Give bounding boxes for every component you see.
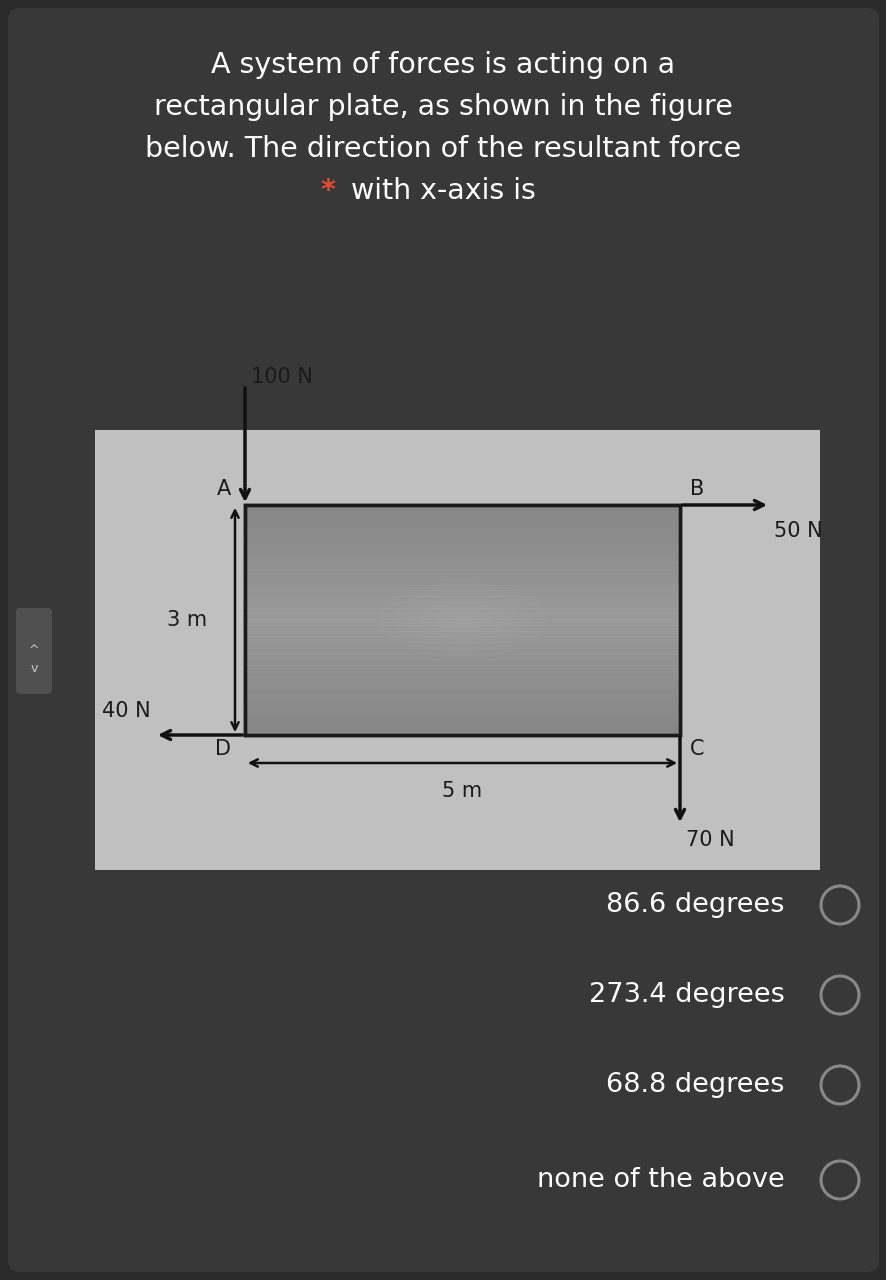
Text: A system of forces is acting on a: A system of forces is acting on a: [211, 51, 674, 79]
Bar: [245, 506, 680, 735]
Text: D: D: [214, 739, 230, 759]
Bar: [245, 699, 679, 707]
Bar: [245, 590, 679, 596]
Text: ^: ^: [28, 645, 39, 658]
Bar: [245, 504, 679, 511]
Bar: [245, 506, 680, 735]
Text: 273.4 degrees: 273.4 degrees: [588, 982, 784, 1009]
Text: with x-axis is: with x-axis is: [350, 177, 535, 205]
Text: below. The direction of the resultant force: below. The direction of the resultant fo…: [144, 134, 741, 163]
Bar: [245, 556, 679, 562]
Text: 5 m: 5 m: [442, 781, 482, 801]
Bar: [245, 722, 679, 730]
Bar: [245, 705, 679, 712]
Bar: [245, 550, 679, 557]
Bar: [245, 625, 679, 631]
Bar: [245, 631, 679, 637]
Bar: [245, 613, 679, 620]
Bar: [245, 532, 679, 539]
Text: 70 N: 70 N: [685, 829, 734, 850]
Text: 68.8 degrees: 68.8 degrees: [606, 1073, 784, 1098]
Text: rectangular plate, as shown in the figure: rectangular plate, as shown in the figur…: [153, 93, 732, 122]
Text: 3 m: 3 m: [167, 611, 206, 630]
Bar: [245, 671, 679, 677]
Text: A: A: [216, 479, 230, 499]
Text: 100 N: 100 N: [251, 367, 313, 387]
Bar: [245, 728, 679, 735]
Text: v: v: [30, 663, 37, 676]
Bar: [245, 654, 679, 660]
Bar: [245, 694, 679, 700]
Bar: [245, 677, 679, 684]
Bar: [245, 544, 679, 550]
Bar: [245, 717, 679, 723]
Bar: [245, 562, 679, 568]
Bar: [245, 689, 679, 695]
Text: B: B: [689, 479, 703, 499]
Bar: [245, 527, 679, 534]
Bar: [245, 596, 679, 603]
Bar: [245, 579, 679, 585]
Bar: [245, 648, 679, 654]
Text: C: C: [689, 739, 703, 759]
Text: 86.6 degrees: 86.6 degrees: [606, 892, 784, 918]
Bar: [245, 602, 679, 608]
FancyBboxPatch shape: [16, 608, 52, 694]
Bar: [245, 539, 679, 545]
Bar: [245, 620, 679, 626]
Bar: [245, 608, 679, 614]
Text: 50 N: 50 N: [773, 521, 821, 541]
Text: 40 N: 40 N: [102, 701, 151, 721]
Bar: [245, 710, 679, 718]
Bar: [245, 666, 679, 672]
Bar: [245, 521, 679, 527]
Bar: [245, 567, 679, 573]
Bar: [245, 585, 679, 591]
Bar: [245, 636, 679, 643]
Text: *: *: [320, 177, 335, 205]
Text: none of the above: none of the above: [537, 1167, 784, 1193]
Bar: [245, 516, 679, 522]
Bar: [245, 509, 679, 517]
Bar: [245, 573, 679, 580]
Bar: [245, 682, 679, 689]
FancyBboxPatch shape: [8, 8, 878, 1272]
Bar: [245, 659, 679, 666]
Bar: [95, 430, 819, 870]
Bar: [245, 643, 679, 649]
